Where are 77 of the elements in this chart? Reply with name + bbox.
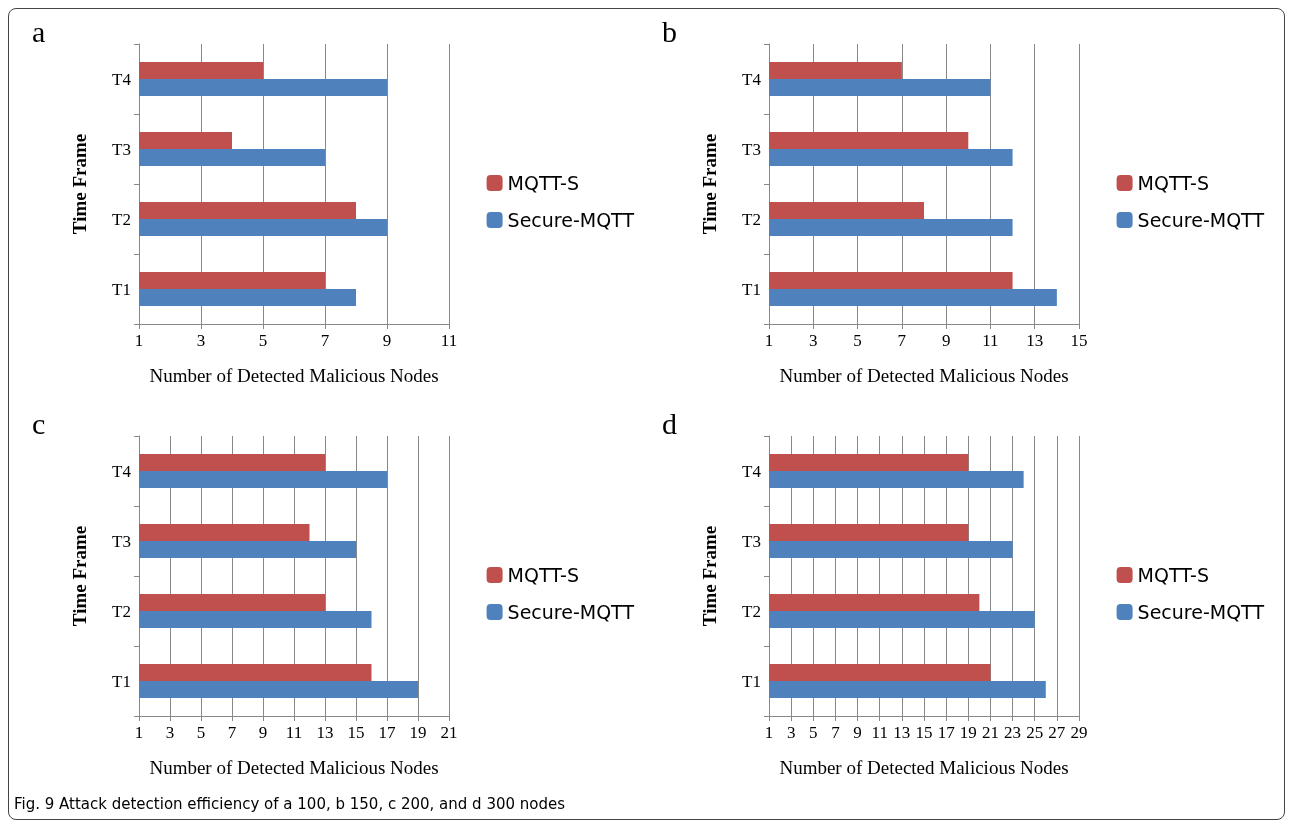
x-tick-label: 9	[853, 723, 862, 742]
y-axis-title: Time Frame	[699, 525, 720, 627]
y-tick-label: T4	[112, 69, 132, 89]
x-tick-label: 29	[1070, 723, 1088, 742]
legend-label: MQTT-S	[1137, 564, 1209, 586]
x-tick-label: 25	[1026, 723, 1044, 742]
y-tick-label: T3	[742, 139, 761, 159]
x-tick-label: 9	[258, 723, 268, 742]
y-tick-label: T3	[742, 531, 761, 551]
x-axis-title: Number of Detected Malicious Nodes	[149, 365, 439, 386]
x-axis-title: Number of Detected Malicious Nodes	[149, 757, 439, 778]
x-tick-label: 27	[1048, 723, 1066, 742]
x-tick-label: 5	[809, 723, 818, 742]
y-tick-label: T2	[112, 209, 131, 229]
legend-label: MQTT-S	[507, 172, 579, 194]
y-tick-label: T2	[112, 601, 131, 621]
x-tick-label: 3	[165, 723, 175, 742]
x-tick-label: 11	[440, 331, 458, 350]
x-tick-label: 1	[764, 723, 774, 742]
legend-label: Secure-MQTT	[507, 209, 635, 231]
y-tick-label: T2	[742, 601, 761, 621]
chart-title: d	[662, 406, 677, 440]
y-tick-label: T4	[742, 461, 762, 481]
x-tick-label: 1	[764, 331, 774, 350]
x-tick-label: 15	[347, 723, 365, 742]
x-tick-label: 17	[937, 723, 956, 742]
y-tick-label: T1	[742, 671, 761, 691]
x-tick-label: 13	[316, 723, 334, 742]
y-axis-title: Time Frame	[699, 133, 720, 235]
x-tick-label: 13	[893, 723, 911, 742]
x-tick-label: 7	[831, 723, 841, 742]
x-tick-label: 3	[809, 331, 818, 350]
x-tick-label: 1	[134, 331, 144, 350]
x-tick-label: 9	[382, 331, 392, 350]
legend-label: Secure-MQTT	[1137, 209, 1265, 231]
x-tick-label: 5	[258, 331, 268, 350]
x-tick-label: 15	[915, 723, 933, 742]
chart-title: c	[32, 406, 46, 440]
x-tick-label: 1	[134, 723, 144, 742]
x-tick-label: 5	[196, 723, 206, 742]
x-tick-label: 11	[982, 331, 999, 350]
x-tick-label: 19	[409, 723, 427, 742]
x-tick-label: 7	[320, 331, 330, 350]
y-tick-label: T1	[742, 279, 761, 299]
chart-title: b	[662, 14, 677, 48]
caption: Fig. 9 Attack detection efficiency of a 100, b 150, c 200, and d 300 nodes	[14, 795, 566, 813]
x-tick-label: 7	[897, 331, 907, 350]
x-tick-label: 3	[786, 723, 796, 742]
x-tick-label: 13	[1026, 331, 1044, 350]
x-tick-label: 21	[981, 723, 999, 742]
y-axis-title: Time Frame	[69, 133, 90, 235]
x-axis-title: Number of Detected Malicious Nodes	[779, 757, 1069, 778]
y-tick-label: T2	[742, 209, 761, 229]
x-tick-label: 21	[440, 723, 458, 742]
x-tick-label: 9	[941, 331, 951, 350]
legend-label: Secure-MQTT	[507, 601, 635, 623]
x-tick-label: 5	[853, 331, 862, 350]
chart-title: a	[32, 14, 46, 48]
legend-label: Secure-MQTT	[1137, 601, 1265, 623]
y-tick-label: T1	[112, 279, 131, 299]
y-tick-label: T1	[112, 671, 131, 691]
x-tick-label: 7	[227, 723, 237, 742]
legend-label: MQTT-S	[507, 564, 579, 586]
x-tick-label: 17	[378, 723, 396, 742]
y-tick-label: T4	[112, 461, 132, 481]
y-tick-label: T3	[112, 531, 131, 551]
x-tick-label: 19	[959, 723, 977, 742]
y-axis-title: Time Frame	[69, 525, 90, 627]
x-tick-label: 11	[285, 723, 303, 742]
y-tick-label: T3	[112, 139, 131, 159]
x-tick-label: 11	[871, 723, 888, 742]
y-tick-label: T4	[742, 69, 762, 89]
legend-label: MQTT-S	[1137, 172, 1209, 194]
x-tick-label: 23	[1004, 723, 1022, 742]
x-tick-label: 3	[196, 331, 206, 350]
x-axis-title: Number of Detected Malicious Nodes	[779, 365, 1069, 386]
x-tick-label: 15	[1070, 331, 1088, 350]
